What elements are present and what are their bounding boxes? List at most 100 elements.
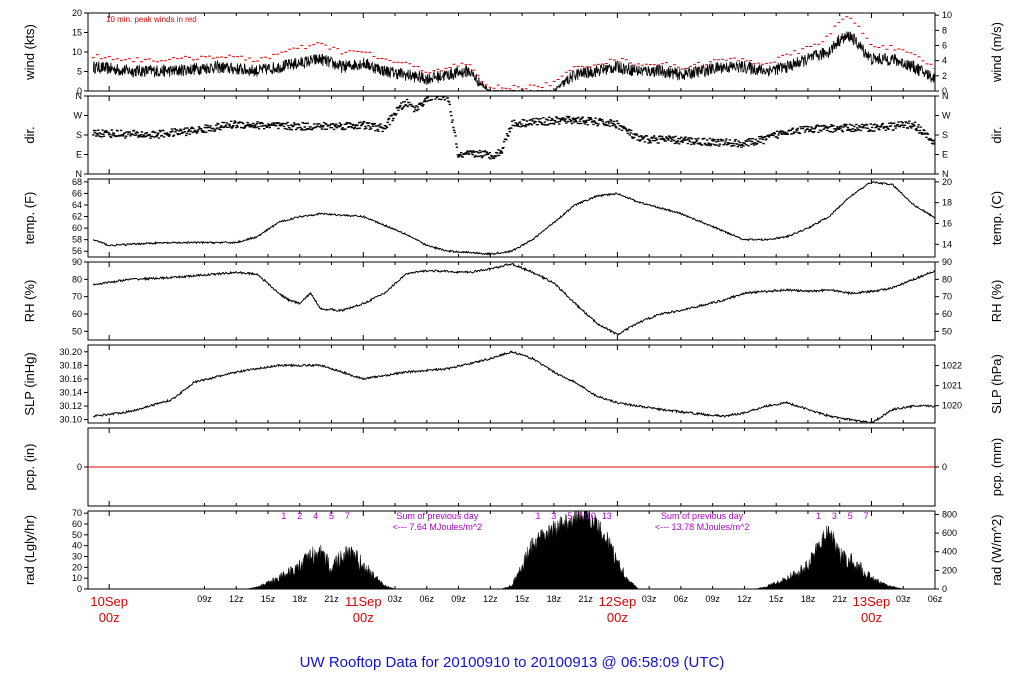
y-tick-label-right: 20 — [942, 177, 952, 187]
y-axis-label-left: RH (%) — [22, 280, 37, 323]
y-tick-label: 50 — [72, 530, 82, 540]
x-tick-label: 09z — [451, 594, 466, 604]
x-tick-label: 21z — [578, 594, 593, 604]
y-tick-label-right: 800 — [942, 509, 957, 519]
y-axis-label-right: temp. (C) — [989, 191, 1004, 245]
y-tick-label: 68 — [72, 177, 82, 187]
y-tick-label: 58 — [72, 235, 82, 245]
panel-frame — [87, 178, 936, 258]
radiation-hour-mark: 5 — [567, 511, 572, 521]
y-tick-label-right: 0 — [942, 584, 947, 594]
y-tick-label-right: 400 — [942, 547, 957, 557]
y-tick-label-right: 80 — [942, 274, 952, 284]
radiation-hour-mark: 4 — [313, 511, 318, 521]
series-dots-dir — [92, 96, 935, 160]
radiation-hour-mark: 10 — [586, 511, 596, 521]
y-axis-label-right: RH (%) — [989, 280, 1004, 323]
y-tick-label: 10 — [72, 573, 82, 583]
daily-sum-label: Sum of previous day — [661, 511, 744, 521]
panel-frame — [87, 261, 936, 341]
x-tick-label: 12z — [483, 594, 498, 604]
y-tick-label: 62 — [72, 212, 82, 222]
y-tick-label-right: 0 — [942, 462, 947, 472]
y-tick-label-right: E — [942, 150, 948, 160]
y-tick-label-right: 6 — [942, 41, 947, 51]
x-tick-label: 21z — [324, 594, 339, 604]
y-tick-label: W — [74, 111, 83, 121]
y-tick-label-right: 16 — [942, 218, 952, 228]
y-tick-label: 56 — [72, 246, 82, 256]
y-tick-label-right: N — [942, 91, 949, 101]
series-line-slp — [93, 350, 935, 423]
y-axis-label-right: SLP (hPa) — [989, 354, 1004, 414]
y-axis-label-left: temp. (F) — [22, 192, 37, 245]
x-tick-label: 15z — [769, 594, 784, 604]
panel-slp: 30.10 30.12 30.14 30.16 30.18 30.20 1020 1021 10… — [22, 344, 1004, 425]
series-line-temp — [92, 180, 935, 256]
series-peaks-peak — [91, 16, 935, 90]
y-tick-label-right: 50 — [942, 326, 952, 336]
y-tick-label: 10 — [72, 47, 82, 57]
y-tick-label-right: 90 — [942, 257, 952, 267]
y-tick-label: 0 — [77, 462, 82, 472]
y-tick-label-right: 200 — [942, 565, 957, 575]
x-tick-label: 15z — [261, 594, 276, 604]
y-tick-label: N — [76, 169, 83, 179]
peak-winds-note: 10 min. peak winds in red — [106, 15, 197, 24]
x-tick-label: 06z — [420, 594, 435, 604]
y-tick-label: 64 — [72, 200, 82, 210]
y-tick-label: 20 — [72, 8, 82, 18]
y-tick-label-right: S — [942, 130, 948, 140]
x-tick-label: 06z — [674, 594, 689, 604]
y-tick-label: 15 — [72, 28, 82, 38]
series-group — [92, 262, 935, 336]
y-tick-label-right: 14 — [942, 239, 952, 249]
daily-sum-value: <--- 13.78 MJoules/m^2 — [655, 522, 750, 532]
y-tick-label: 80 — [72, 274, 82, 284]
y-tick-label-right: 18 — [942, 198, 952, 208]
series-group — [93, 350, 935, 423]
y-axis-label-left: dir. — [22, 126, 37, 143]
y-tick-label: 0 — [77, 86, 82, 96]
day-label-date: 10Sep — [90, 594, 128, 609]
x-tick-label: 03z — [896, 594, 911, 604]
daily-sum-value: <--- 7.64 MJoules/m^2 — [393, 522, 483, 532]
panel-rh: 50 60 70 80 90 50 60 70 80 90 RH (%) RH (%) — [22, 257, 1004, 341]
x-tick-label: 12z — [737, 594, 752, 604]
y-axis-label-right: rad (W/m^2) — [989, 514, 1004, 585]
chart-title: UW Rooftop Data for 20100910 to 20100913… — [300, 654, 725, 671]
y-axis-label-right: pcp. (mm) — [989, 438, 1004, 497]
y-axis-label-left: pcp. (in) — [22, 444, 37, 491]
radiation-hour-mark: 7 — [864, 511, 869, 521]
series-group — [92, 180, 935, 256]
y-tick-label: 90 — [72, 257, 82, 267]
panel-frame — [87, 95, 936, 175]
panel-wind: 0 5 10 15 20 0 2 4 6 8 10 wind (kts) wind (m/s) 10 mi… — [22, 8, 1004, 96]
day-label-date: 12Sep — [599, 594, 637, 609]
y-tick-label: 20 — [72, 562, 82, 572]
series-area-rad — [246, 511, 904, 589]
y-tick-label: 70 — [72, 508, 82, 518]
y-tick-label: 30.18 — [59, 360, 82, 370]
x-tick-label: 12z — [229, 594, 244, 604]
radiation-hour-mark: 7 — [578, 511, 583, 521]
day-label-hour: 00z — [861, 610, 882, 625]
radiation-hour-mark: 1 — [535, 511, 540, 521]
y-tick-label: S — [76, 130, 82, 140]
x-tick-label: 03z — [642, 594, 657, 604]
day-label-date: 13Sep — [853, 594, 891, 609]
y-tick-label-right: 70 — [942, 292, 952, 302]
day-label-hour: 00z — [99, 610, 120, 625]
y-tick-label: 0 — [77, 584, 82, 594]
y-tick-label-right: W — [942, 111, 951, 121]
y-tick-label-right: 1021 — [942, 381, 962, 391]
series-group — [92, 96, 935, 160]
y-tick-label-right: 1020 — [942, 401, 962, 411]
y-tick-label: 30.10 — [59, 415, 82, 425]
radiation-hour-mark: 1 — [281, 511, 286, 521]
y-axis-label-right: wind (m/s) — [989, 22, 1004, 83]
y-tick-label-right: 8 — [942, 25, 947, 35]
y-tick-label: 30.20 — [59, 347, 82, 357]
